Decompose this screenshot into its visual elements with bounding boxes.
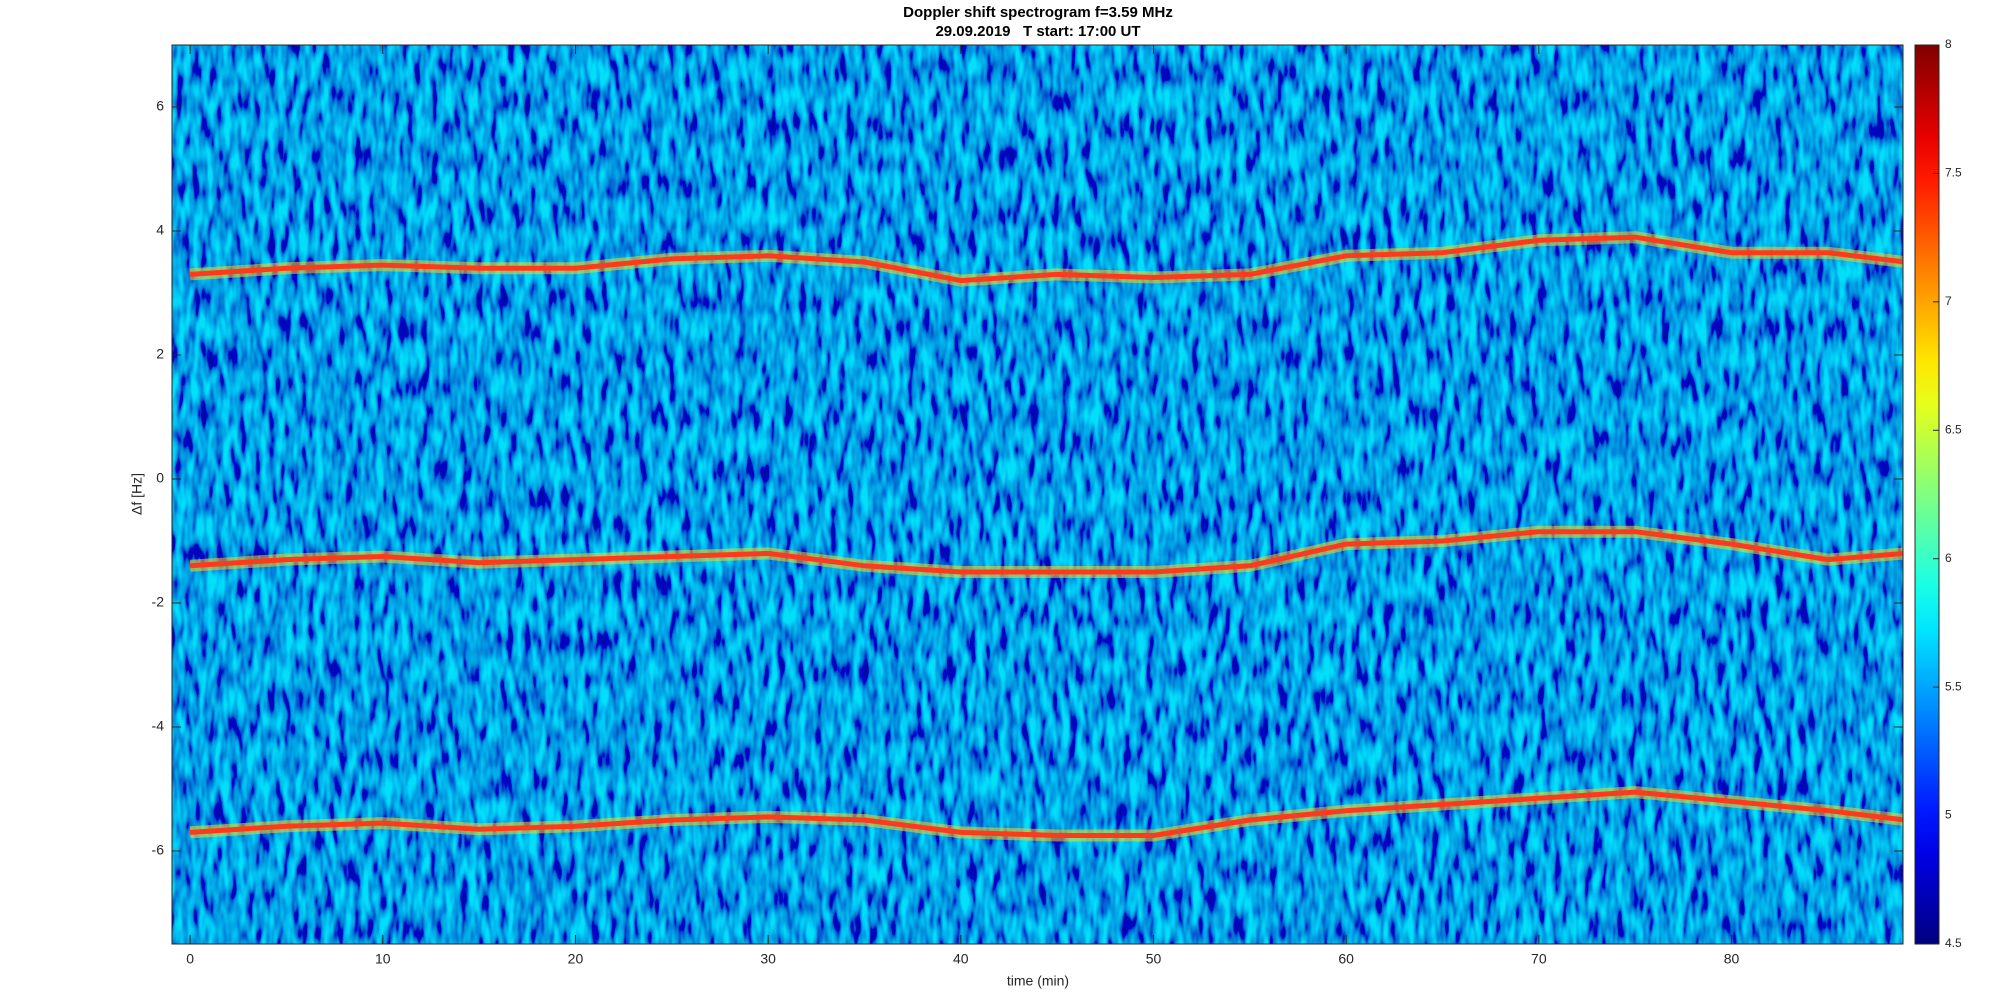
colorbar-tick-label: 6: [1945, 551, 1952, 565]
spectrogram-texture: [172, 45, 1903, 944]
trace: [189, 789, 1903, 838]
colorbar-tick-label: 6.5: [1945, 422, 1962, 436]
colorbar-tick-label: 4.5: [1945, 936, 1962, 950]
chart-title: Doppler shift spectrogram f=3.59 MHz: [903, 4, 1173, 21]
y-tick-label: 4: [156, 222, 164, 238]
y-tick-label: 2: [156, 346, 164, 362]
x-tick-label: 10: [375, 951, 391, 967]
colorbar: [1914, 44, 1940, 945]
colorbar-tick-label: 5.5: [1945, 679, 1962, 693]
colorbar-tick-label: 7.5: [1945, 166, 1962, 180]
x-tick-label: 40: [953, 951, 969, 967]
y-tick-label: 0: [156, 470, 164, 486]
chart-subtitle: 29.09.2019 T start: 17:00 UT: [935, 23, 1140, 40]
colorbar-tick-label: 8: [1945, 37, 1952, 51]
plot-frame: [171, 44, 1904, 945]
x-axis-label: time (min): [1007, 973, 1069, 989]
x-tick-label: 30: [760, 951, 776, 967]
colorbar-tick-label: 5: [1945, 808, 1952, 822]
y-axis-label: Δf [Hz]: [129, 473, 145, 515]
y-tick-label: -6: [152, 842, 165, 858]
x-tick-label: 50: [1146, 951, 1162, 967]
traces: [189, 231, 1903, 842]
x-tick-label: 60: [1338, 951, 1354, 967]
x-tick-label: 70: [1531, 951, 1547, 967]
x-tick-label: 80: [1724, 951, 1740, 967]
trace: [189, 529, 1903, 575]
y-tick-label: -4: [152, 718, 165, 734]
x-tick-label: 20: [568, 951, 584, 967]
y-tick-label: 6: [156, 98, 164, 114]
x-tick-label: 0: [186, 951, 194, 967]
trace: [189, 234, 1903, 284]
y-tick-label: -2: [152, 594, 165, 610]
colorbar-tick-label: 7: [1945, 294, 1952, 308]
